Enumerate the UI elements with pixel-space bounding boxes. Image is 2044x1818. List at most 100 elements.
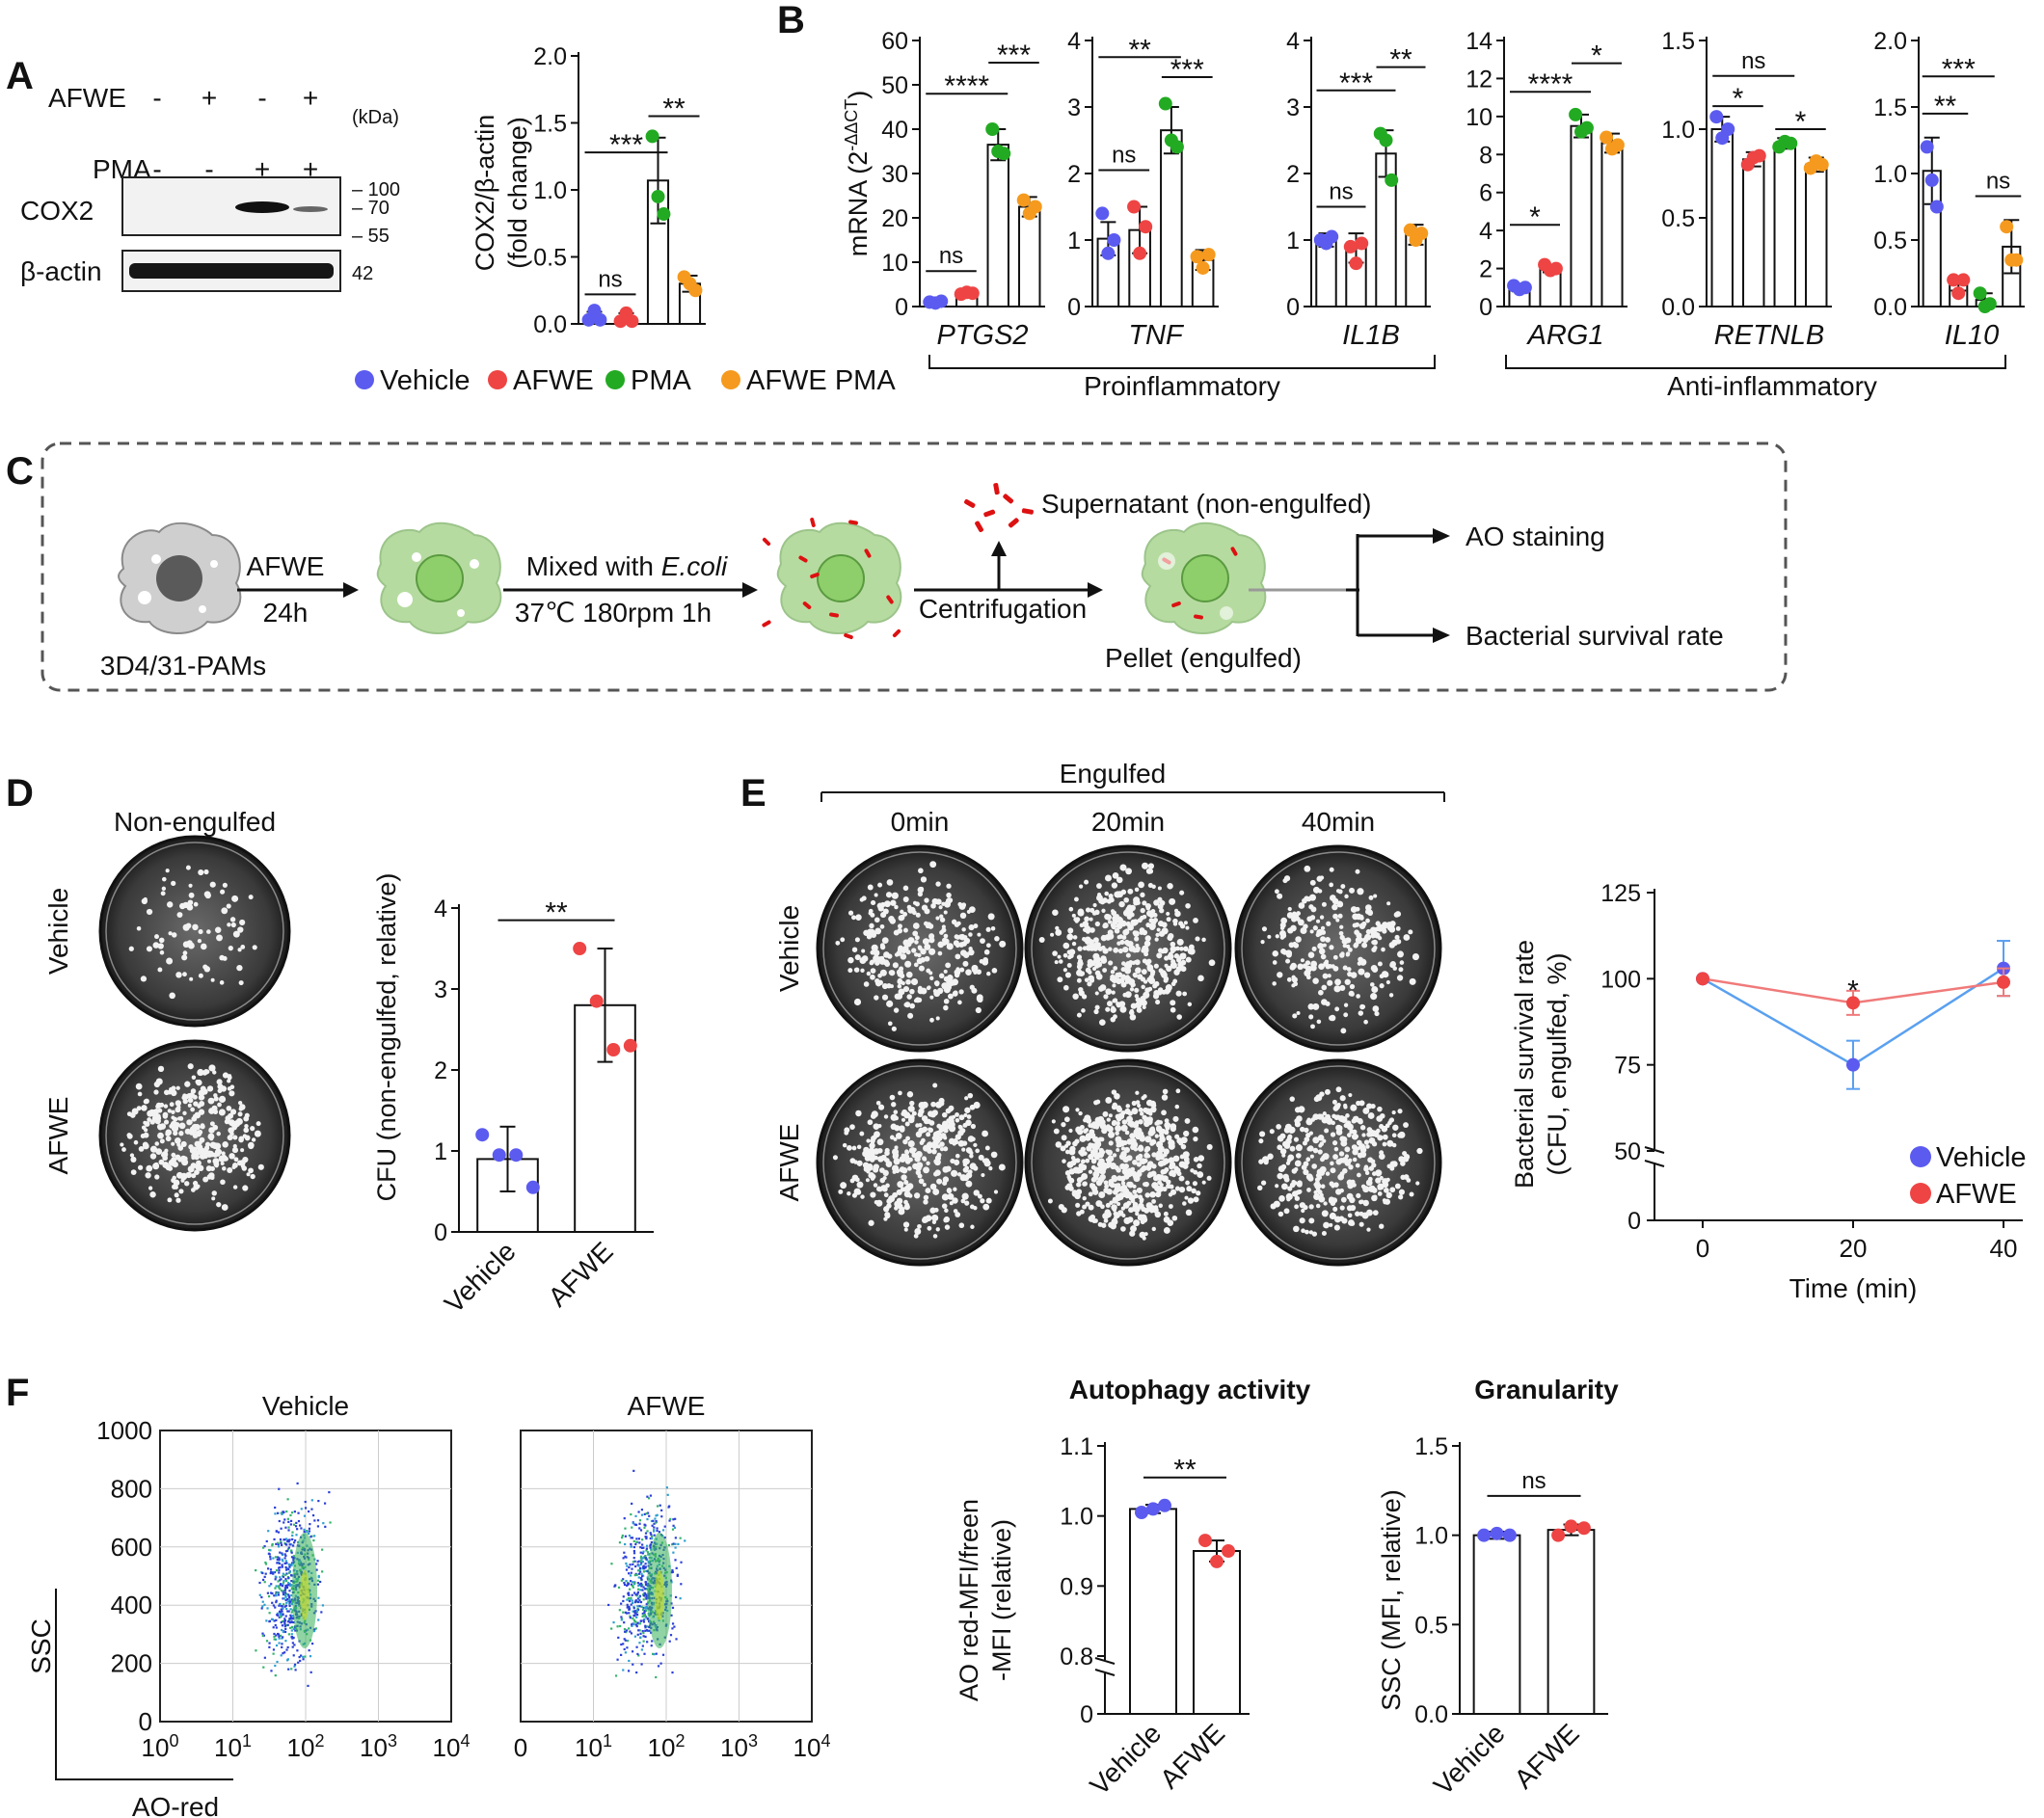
flow-event bbox=[638, 1527, 641, 1530]
plate-e-afwe-0-colony bbox=[955, 1111, 959, 1117]
plate-e-vehicle-1-colony bbox=[1142, 929, 1148, 936]
flow-event bbox=[652, 1519, 655, 1522]
flow-event bbox=[287, 1610, 290, 1613]
F-granularity-point bbox=[1477, 1528, 1492, 1542]
plate-e-afwe-2-colony bbox=[1321, 1155, 1327, 1161]
D-point bbox=[475, 1128, 490, 1142]
flow-event bbox=[636, 1591, 640, 1593]
plate-e-vehicle-1-colony bbox=[1179, 890, 1185, 896]
plate-e-vehicle-1-colony bbox=[1132, 972, 1138, 977]
plate-e-afwe-1-colony bbox=[1074, 1191, 1080, 1197]
plate-e-vehicle-2-colony bbox=[1296, 1010, 1301, 1016]
plate-e-afwe-0-colony bbox=[884, 1147, 890, 1153]
flow-event bbox=[645, 1569, 648, 1572]
e-row-label-vehicle: Vehicle bbox=[774, 905, 804, 992]
plate-e-vehicle-0-colony bbox=[886, 879, 894, 886]
flow-event bbox=[632, 1610, 636, 1613]
plate-e-afwe-0-colony bbox=[953, 1187, 957, 1191]
PTGS2-point bbox=[965, 286, 980, 301]
plate-e-vehicle-1-colony bbox=[1091, 911, 1097, 916]
plate-e-afwe-2-colony bbox=[1324, 1088, 1331, 1095]
plate-e-vehicle-0-colony bbox=[946, 892, 952, 898]
plate-e-vehicle-1-colony bbox=[1055, 925, 1060, 931]
plate-e-afwe-2-colony bbox=[1358, 1100, 1365, 1107]
plate-e-vehicle-0-colony bbox=[868, 908, 874, 914]
plate-e-afwe-1-colony bbox=[1174, 1134, 1180, 1139]
plate-e-vehicle-0-colony bbox=[946, 943, 954, 950]
plate-e-vehicle-0-colony bbox=[887, 953, 893, 959]
flow-event bbox=[646, 1511, 650, 1514]
plate-d-afwe-colony bbox=[211, 1196, 216, 1201]
plate-e-afwe-1-colony bbox=[1161, 1110, 1167, 1116]
plate-e-vehicle-0-colony bbox=[943, 976, 950, 982]
plate-e-afwe-2-colony bbox=[1373, 1194, 1378, 1199]
plate-d-afwe-colony bbox=[251, 1137, 256, 1142]
e-time-label-1: 20min bbox=[1091, 807, 1165, 837]
plate-e-afwe-1-colony bbox=[1068, 1186, 1074, 1191]
flow-event bbox=[656, 1527, 659, 1530]
plate-e-vehicle-2-colony bbox=[1342, 943, 1347, 949]
arrowhead-step2 bbox=[742, 582, 758, 598]
flow-event bbox=[282, 1521, 285, 1524]
flow-event bbox=[639, 1632, 642, 1635]
flow-event bbox=[274, 1674, 277, 1677]
plate-d-afwe-colony bbox=[197, 1165, 203, 1171]
plate-e-vehicle-0-colony bbox=[870, 912, 875, 918]
plate-d-afwe-colony bbox=[157, 1108, 163, 1113]
flow-density-peak bbox=[300, 1570, 309, 1620]
plate-e-vehicle-1-colony bbox=[1173, 969, 1180, 976]
plate-d-afwe-colony bbox=[217, 1083, 224, 1090]
F-granularity-tick-label: 0.0 bbox=[1414, 1701, 1448, 1728]
plate-e-afwe-2-colony bbox=[1370, 1159, 1376, 1164]
plate-e-afwe-2-colony bbox=[1391, 1110, 1396, 1115]
plate-e-vehicle-0-colony bbox=[881, 994, 889, 1001]
plate-e-vehicle-1-colony bbox=[1076, 977, 1082, 983]
flow-event bbox=[290, 1511, 294, 1514]
plate-e-afwe-0-colony bbox=[856, 1144, 862, 1150]
plate-d-afwe-colony bbox=[137, 1091, 143, 1097]
plate-d-afwe-colony bbox=[130, 1169, 137, 1175]
plate-e-vehicle-0-colony bbox=[902, 985, 910, 993]
IL1B-point bbox=[1343, 239, 1358, 254]
plate-e-afwe-0-colony bbox=[860, 1194, 865, 1199]
plate-e-afwe-2-colony bbox=[1398, 1189, 1405, 1195]
plate-d-afwe-colony bbox=[243, 1115, 250, 1122]
plate-e-vehicle-1-colony bbox=[1076, 954, 1083, 960]
plate-e-afwe-2-colony bbox=[1305, 1132, 1311, 1138]
plate-e-vehicle-2-colony bbox=[1343, 1012, 1349, 1018]
flow-event bbox=[290, 1629, 293, 1632]
plate-e-afwe-1-colony bbox=[1143, 1148, 1149, 1153]
plate-e-afwe-2-colony bbox=[1375, 1177, 1382, 1184]
pellet-label: Pellet (engulfed) bbox=[1105, 643, 1302, 673]
flow-event bbox=[285, 1601, 288, 1604]
plate-e-vehicle-2-colony bbox=[1305, 975, 1311, 980]
plate-e-vehicle-1-colony bbox=[1118, 934, 1123, 940]
flow-plot-title-1: AFWE bbox=[628, 1391, 706, 1421]
flow-event bbox=[627, 1583, 630, 1586]
plate-e-vehicle-1-colony bbox=[1066, 962, 1072, 968]
ARG1-point bbox=[1600, 130, 1614, 145]
flow-event bbox=[632, 1610, 634, 1613]
plate-e-vehicle-1-colony bbox=[1187, 948, 1195, 955]
PTGS2-tick-label: 20 bbox=[881, 205, 908, 232]
plate-e-vehicle-2-colony bbox=[1303, 923, 1308, 929]
plate-e-vehicle-0-colony bbox=[883, 900, 891, 908]
flow-event bbox=[639, 1636, 642, 1639]
F-granularity-bar-1 bbox=[1546, 1529, 1596, 1716]
plate-e-afwe-1-colony bbox=[1088, 1169, 1093, 1174]
plate-e-afwe-1-colony bbox=[1102, 1212, 1110, 1220]
plate-e-afwe-0-colony bbox=[873, 1148, 880, 1155]
flow-event bbox=[671, 1528, 675, 1531]
plate-e-vehicle-2-colony bbox=[1261, 926, 1268, 932]
flow-event bbox=[284, 1594, 287, 1597]
plate-e-afwe-1-colony bbox=[1161, 1160, 1168, 1166]
e-x-tick-label: 0 bbox=[1696, 1234, 1709, 1263]
IL10-sig-label: ns bbox=[1986, 168, 2010, 194]
plate-e-vehicle-0-colony bbox=[959, 967, 965, 973]
flow-event bbox=[270, 1670, 273, 1672]
flow-event bbox=[620, 1602, 623, 1605]
flow-event bbox=[623, 1638, 626, 1641]
plate-d-afwe-colony bbox=[190, 1188, 196, 1192]
plate-e-vehicle-0-colony bbox=[930, 902, 936, 909]
